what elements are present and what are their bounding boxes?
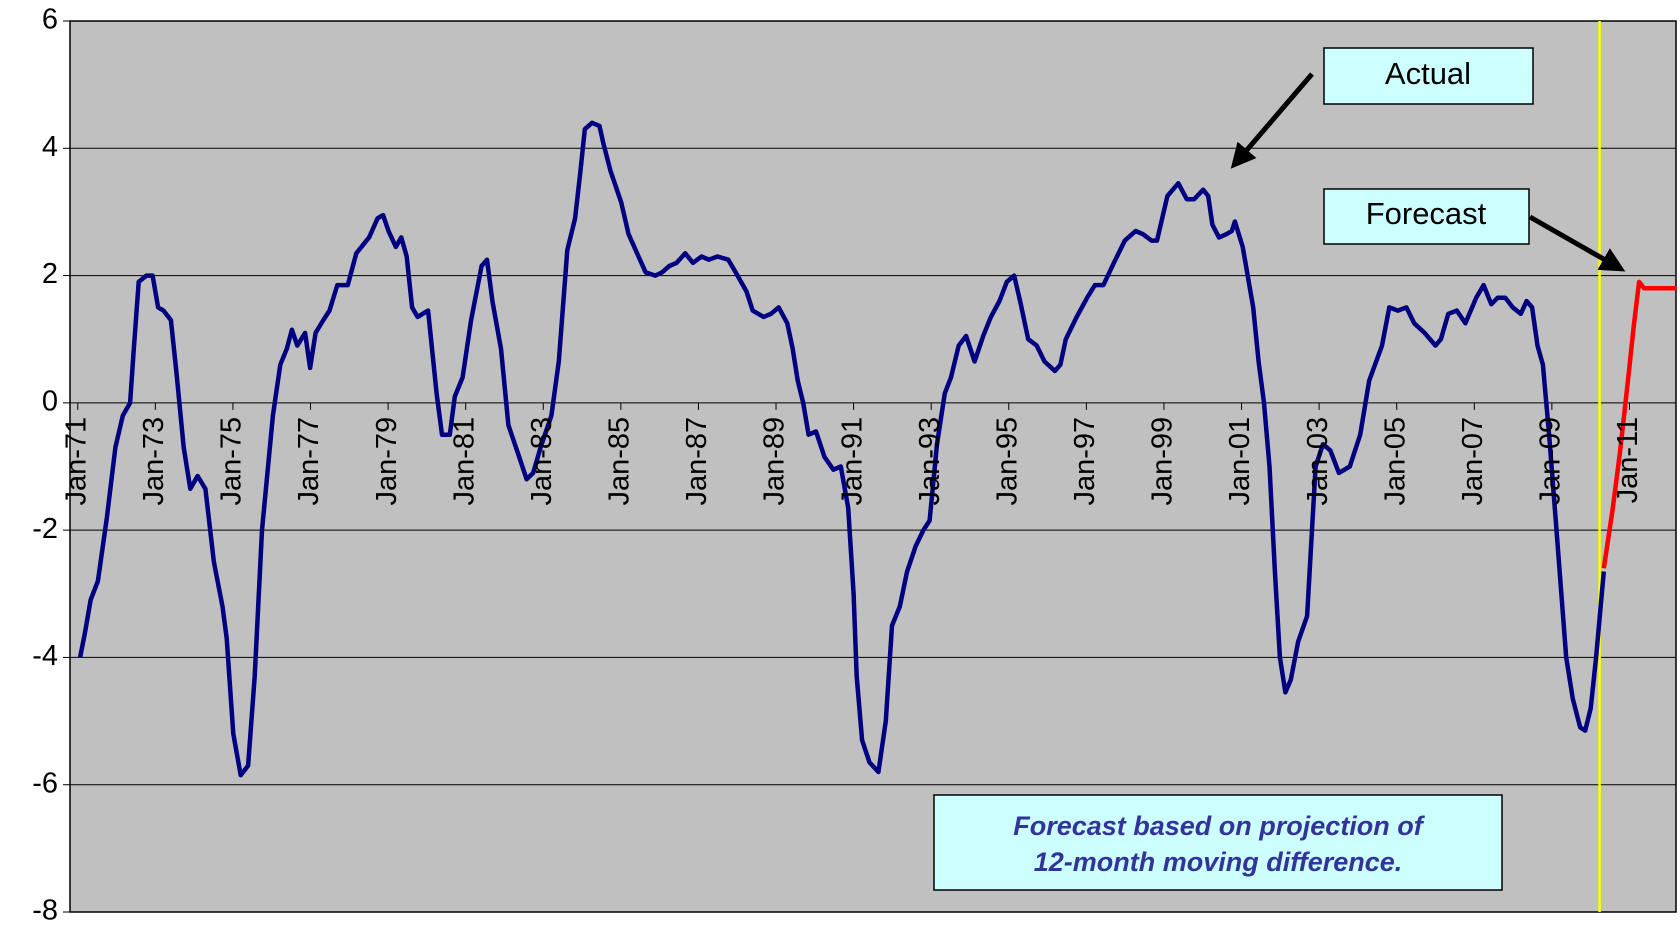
x-tick-label: Jan-95 [991, 417, 1023, 506]
note: 12-month moving difference. [1034, 847, 1403, 877]
x-tick-label: Jan-05 [1379, 417, 1411, 506]
arrow [1528, 214, 1626, 272]
y-tick-label: 0 [42, 386, 58, 418]
annotations: Actual Forecast Forecast based on projec… [933, 47, 1626, 891]
plot-area [63, 20, 1677, 913]
x-tick-label: Jan-01 [1224, 417, 1256, 506]
x-tick-label: Jan-83 [526, 417, 558, 506]
y-tick-label: -4 [32, 640, 58, 672]
x-tick-label: Jan-99 [1147, 417, 1179, 506]
y-tick-label: -2 [32, 513, 58, 545]
y-tick-label: -6 [32, 767, 58, 799]
y-tick-label: 4 [42, 131, 58, 163]
x-tick-label: Jan-97 [1069, 417, 1101, 506]
x-tick-label: Jan-91 [836, 417, 868, 506]
x-tick-label: Jan-07 [1457, 417, 1489, 506]
x-tick-label: Jan-93 [914, 417, 946, 506]
x-tick-label: Jan-79 [371, 417, 403, 506]
annotation: Actual [1385, 56, 1471, 91]
x-tick-label: Jan-03 [1302, 417, 1334, 506]
plot-border [69, 20, 1677, 913]
series-line [1601, 279, 1677, 569]
x-tick-label: Jan-81 [448, 417, 480, 506]
arrow [1230, 72, 1314, 169]
annotation-box [1323, 188, 1530, 245]
x-tick-label: Jan-77 [293, 417, 325, 506]
x-tick-label: Jan-75 [216, 417, 248, 506]
annotation-box [1323, 47, 1534, 105]
y-tick-label: -8 [32, 895, 58, 927]
x-tick-label: Jan-87 [681, 417, 713, 506]
y-tick-label: 6 [42, 4, 58, 36]
y-tick-label: 2 [42, 258, 58, 290]
note: Forecast based on projection of [1013, 811, 1426, 841]
x-tick-label: Jan-11 [1612, 417, 1644, 504]
x-tick-label: Jan-71 [60, 417, 92, 506]
x-tick-label: Jan-85 [604, 417, 636, 506]
note-box [933, 794, 1503, 891]
series-line [77, 120, 1607, 778]
labels: -8 -6 -4 -2 0 2 4 6 Jan-71 Jan-73 Jan-75 Jan-77 Jan-… [32, 4, 1644, 927]
annotation: Forecast [1366, 196, 1487, 231]
x-tick-label: Jan-89 [759, 417, 791, 506]
x-tick-label: Jan-73 [138, 417, 170, 506]
x-tick-label: Jan-09 [1535, 417, 1567, 506]
